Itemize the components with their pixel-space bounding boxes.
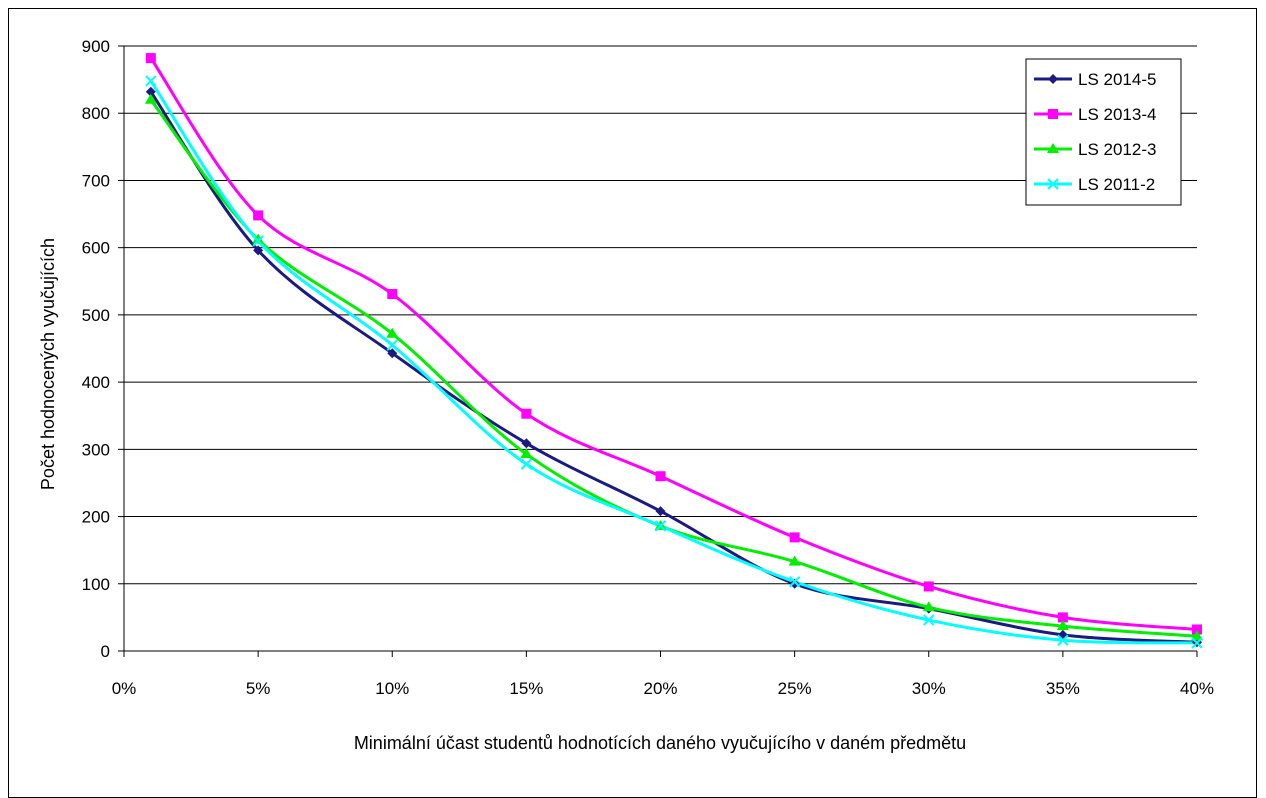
series-markers [144,53,1203,649]
data-point [1191,637,1203,649]
data-point [1057,634,1069,646]
data-point [145,86,156,97]
gridlines [124,45,1197,585]
marker-stroke [654,520,667,532]
data-point [923,581,934,592]
series-lines [149,57,1198,645]
data-point [145,75,157,87]
data-point [655,506,666,517]
x-tick-label: 30% [912,679,946,698]
x-tick-label: 35% [1046,679,1080,698]
legend-box [1025,58,1182,206]
data-point [520,448,533,459]
data-point [923,614,935,626]
data-point [252,235,264,247]
x-tick-label: 25% [778,679,812,698]
data-point [1192,624,1202,635]
marker-stroke [145,75,157,87]
x-axis-title: Minimální účast studentů hodnotících dan… [354,733,966,753]
marker-stroke [386,339,398,351]
marker-stroke [1057,634,1069,646]
series-line-2 [149,57,1198,631]
data-point [789,532,800,543]
marker-stroke [1191,637,1203,649]
data-point [788,555,801,566]
legend: LS 2014-5 LS 2013-4 LS 2012-3 LS 2011-2 [1025,58,1182,206]
y-tick-label: 300 [82,440,110,459]
legend-label: LS 2014-5 [1078,70,1156,89]
data-point [788,576,801,588]
y-tick-label: 600 [82,239,110,258]
data-point [386,327,399,338]
legend-swatch-marker [1047,143,1059,153]
legend-label: LS 2013-4 [1078,105,1156,124]
data-point [252,233,265,244]
y-tick-label: 200 [82,508,110,527]
y-axis-title: Počet hodnocených vyučujících [38,238,58,490]
marker-stroke [252,235,264,247]
data-point [387,289,398,300]
data-point [521,438,532,449]
data-point [144,93,157,104]
y-tick-labels: 0 100 200 300 400 500 600 700 800 900 [82,37,110,661]
legend-label: LS 2011-2 [1078,175,1155,194]
y-tick-label: 700 [82,171,110,190]
y-tick-label: 100 [82,575,110,594]
x-tick-label: 15% [509,679,543,698]
data-point [1191,630,1203,641]
data-point [521,408,532,419]
y-tick-label: 800 [82,104,110,123]
marker-stroke [788,576,801,588]
data-point [655,471,666,482]
y-tick-label: 400 [82,373,110,392]
data-point [1057,629,1068,640]
x-tick-label: 0% [112,679,137,698]
marker-stroke [520,458,533,470]
data-point [386,339,398,351]
data-point [253,210,264,221]
legend-swatch-marker [1048,74,1058,84]
x-tick-label: 5% [246,679,271,698]
marker-stroke [1047,178,1059,190]
x-tick-labels: 0% 5% 10% 15% 20% 25% 30% 35% 40% [112,679,1214,698]
legend-swatch-marker [1048,109,1058,119]
data-point [145,53,156,64]
legend-swatch-marker [1047,178,1059,190]
data-point [1057,612,1068,623]
data-point [253,245,264,256]
x-tick-label: 10% [375,679,409,698]
series-line-1 [149,90,1198,644]
data-point [922,601,935,612]
data-point [654,520,667,532]
y-tick-label: 500 [82,306,110,325]
data-point [520,458,533,470]
y-tick-label: 0 [101,642,110,661]
series-line-4 [149,80,1198,645]
data-point [387,348,398,359]
data-point [789,578,800,589]
legend-label: LS 2012-3 [1078,140,1156,159]
x-tick-label: 40% [1180,679,1214,698]
axes [118,45,1198,657]
x-tick-label: 20% [643,679,677,698]
marker-stroke [923,614,935,626]
data-point [1056,620,1069,631]
y-tick-label: 900 [82,37,110,56]
